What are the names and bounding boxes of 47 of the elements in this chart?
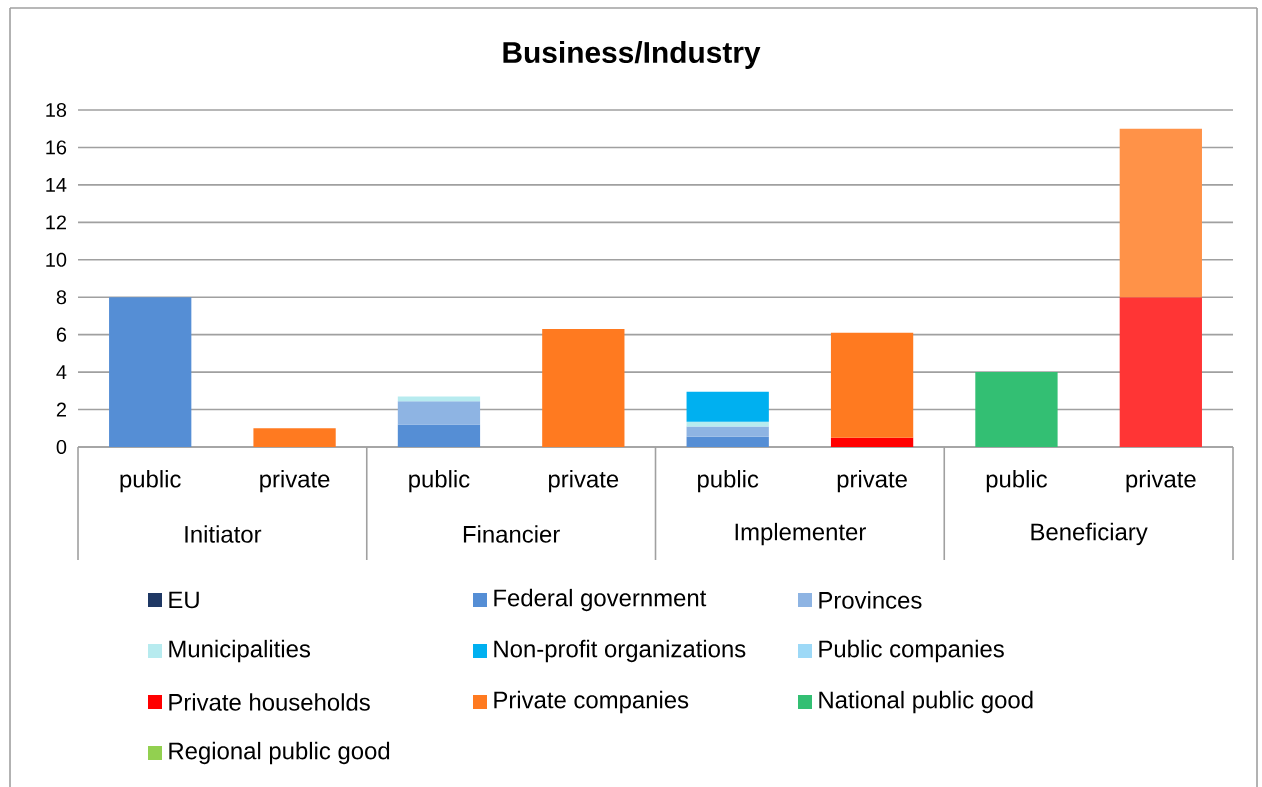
x-tick-label: private bbox=[837, 470, 907, 493]
legend-label: Municipalities bbox=[169, 639, 311, 663]
y-tick-label: 10 bbox=[46, 252, 67, 267]
bar bbox=[830, 332, 914, 438]
legend-label: EU bbox=[169, 591, 199, 609]
legend-label: Private companies bbox=[494, 690, 689, 714]
x-tick-label: public bbox=[986, 470, 1048, 493]
bar bbox=[542, 329, 625, 447]
legend-label: Private households bbox=[169, 693, 370, 711]
bar bbox=[686, 436, 769, 447]
y-tick-label: 8 bbox=[56, 290, 67, 305]
x-tick-label: public bbox=[120, 470, 181, 493]
chart-title: Business/Industry bbox=[503, 41, 761, 69]
bar bbox=[686, 426, 769, 437]
x-tick-label: public bbox=[409, 470, 470, 493]
y-tick-label: 14 bbox=[46, 178, 67, 192]
legend-label: Public companies bbox=[819, 639, 1004, 663]
legend-label: National public good bbox=[819, 690, 1033, 714]
y-tick-label: 18 bbox=[46, 102, 67, 118]
y-tick-label: 16 bbox=[46, 140, 67, 155]
bar bbox=[397, 396, 481, 402]
legend-label: Federal government bbox=[494, 588, 707, 612]
bar bbox=[397, 401, 481, 425]
text: Beneficiary bbox=[1031, 522, 1148, 546]
bar bbox=[830, 437, 914, 447]
bar bbox=[253, 428, 336, 447]
text: Implementer bbox=[735, 522, 866, 546]
legend-label: Provinces bbox=[819, 591, 922, 609]
legend-label: Regional public good bbox=[169, 741, 390, 765]
x-tick-label: public bbox=[698, 470, 759, 493]
y-tick-label: 6 bbox=[56, 327, 67, 342]
text: Initiator bbox=[185, 525, 262, 543]
bar bbox=[975, 372, 1058, 447]
bar bbox=[1119, 128, 1202, 298]
y-tick-label: 0 bbox=[56, 439, 67, 455]
bar bbox=[686, 391, 769, 422]
bar bbox=[1119, 297, 1202, 447]
bar bbox=[109, 297, 192, 447]
y-tick-label: 4 bbox=[56, 365, 67, 379]
y-tick-label: 2 bbox=[56, 402, 66, 417]
text: Financier bbox=[463, 525, 560, 543]
x-tick-label: private bbox=[260, 470, 330, 493]
x-tick-label: private bbox=[548, 470, 619, 493]
legend-label: Non-profit organizations bbox=[494, 639, 746, 663]
bar bbox=[397, 424, 481, 447]
x-tick-label: private bbox=[1126, 470, 1196, 493]
y-tick-label: 12 bbox=[46, 215, 66, 230]
